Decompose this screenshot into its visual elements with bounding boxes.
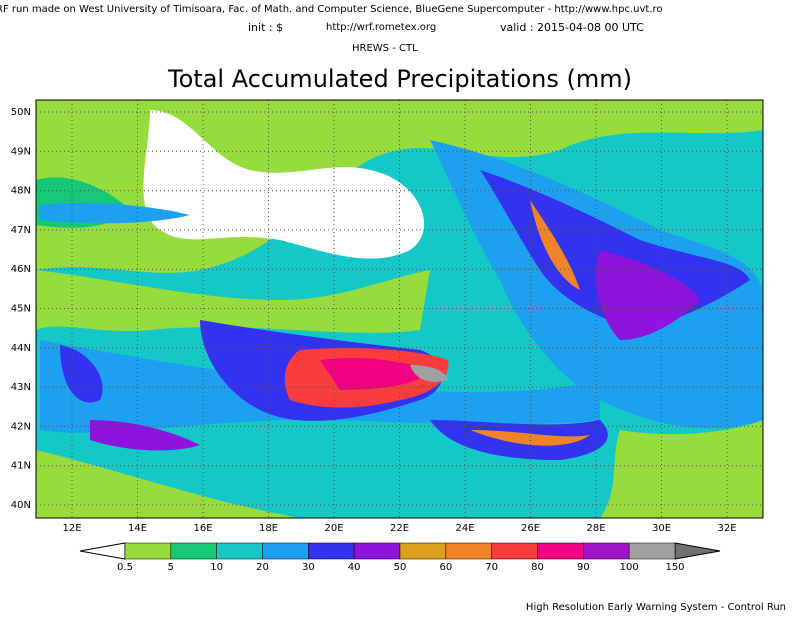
colorbar-label: 50 [394,562,407,573]
lon-labels: 12E 14E 16E 18E 20E 22E 24E 26E 28E 30E 32E [62,523,736,534]
lon-label: 20E [324,523,343,534]
colorbar-label: 150 [665,562,684,573]
lon-label: 28E [586,523,605,534]
lon-label: 14E [128,523,147,534]
colorbar-high-arrow [674,542,721,560]
colorbar-box [537,542,584,560]
colorbar-label: 80 [531,562,544,573]
lon-label: 32E [717,523,736,534]
init-label: init : $ [248,21,283,34]
colorbar-box [628,542,676,560]
lat-label: 42N [11,421,31,432]
colorbar-box [445,542,492,560]
colorbar-label: 5 [168,562,174,573]
colorbar-label: 70 [485,562,498,573]
colorbar-low-arrow [79,542,126,560]
colorbar: 0.5 5 10 20 30 40 50 60 70 80 90 100 150 [79,542,721,573]
colorbar-box [216,542,263,560]
lat-label: 49N [11,146,31,157]
colorbar-box [170,542,217,560]
lat-label: 45N [11,304,31,315]
colorbar-box [491,542,538,560]
lon-label: 26E [521,523,540,534]
lat-label: 40N [11,500,31,511]
colorbar-box [124,542,172,560]
lat-label: 41N [11,461,31,472]
header-line: RF run made on West University of Timiso… [0,4,663,15]
colorbar-label: 60 [439,562,452,573]
map-frame [35,99,764,519]
lon-label: 22E [390,523,409,534]
colorbar-label: 0.5 [117,562,133,573]
lat-label: 46N [11,264,31,275]
colorbar-box [353,542,401,560]
lon-label: 30E [652,523,671,534]
lat-label: 50N [11,107,31,118]
colorbar-label: 10 [210,562,223,573]
lat-label: 48N [11,186,31,197]
colorbar-label: 40 [348,562,361,573]
lon-label: 24E [455,523,474,534]
map-title: Total Accumulated Precipitations (mm) [167,65,632,93]
footer: High Resolution Early Warning System - C… [526,602,786,613]
colorbar-label: 30 [302,562,315,573]
model-name: HREWS - CTL [352,43,418,54]
colorbar-label: 20 [256,562,269,573]
colorbar-box [583,542,630,560]
colorbar-box [262,542,309,560]
lon-label: 12E [62,523,81,534]
lon-label: 18E [259,523,278,534]
graticule [36,100,763,518]
valid-time: valid : 2015-04-08 00 UTC [500,21,644,34]
lat-label: 43N [11,382,31,393]
lon-label: 16E [193,523,212,534]
lat-labels: 50N 49N 48N 47N 46N 45N 44N 43N 42N 41N 40N [11,107,31,511]
colorbar-label: 100 [620,562,639,573]
colorbar-box [399,542,447,560]
colorbar-label: 90 [577,562,590,573]
url: http://wrf.rometex.org [326,22,436,33]
lat-label: 44N [11,343,31,354]
lat-label: 47N [11,225,31,236]
colorbar-box [308,542,355,560]
precip-field [36,100,763,518]
